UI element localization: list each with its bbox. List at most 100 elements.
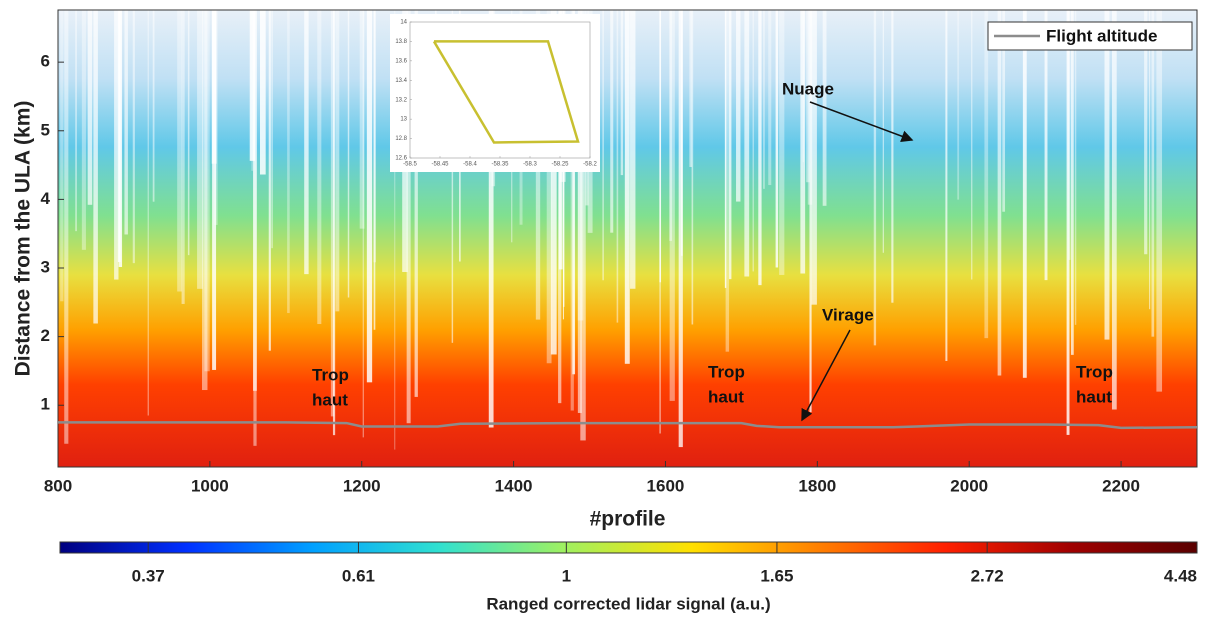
streak — [546, 10, 552, 364]
streak — [736, 10, 741, 202]
colorbar-tick-label: 0.61 — [342, 566, 375, 585]
streak — [1111, 10, 1117, 410]
inset-y-tick-label: 12.8 — [395, 136, 407, 142]
streak — [332, 10, 336, 436]
streak — [197, 10, 203, 289]
streak — [811, 10, 817, 305]
streak — [1149, 10, 1151, 310]
streak — [1022, 10, 1027, 378]
annotation: haut — [1076, 387, 1112, 406]
inset-x-tick-label: -58.45 — [431, 162, 449, 168]
streak — [763, 10, 765, 189]
streak — [64, 10, 69, 444]
streak — [147, 10, 149, 416]
annotation-arrow — [809, 101, 914, 142]
x-tick-label: 2200 — [1102, 476, 1140, 495]
inset-x-tick-label: -58.5 — [403, 162, 417, 168]
streak — [724, 10, 727, 288]
streak — [678, 10, 683, 448]
streak — [984, 10, 989, 339]
inset-x-tick-label: -58.25 — [551, 162, 569, 168]
streak — [580, 10, 586, 441]
streak — [807, 10, 813, 205]
streak — [366, 10, 373, 383]
streak — [624, 10, 630, 364]
annotation: Nuage — [782, 79, 834, 98]
x-tick-label: 1800 — [798, 476, 836, 495]
y-tick-label: 6 — [41, 52, 50, 71]
inset-background — [390, 14, 600, 172]
streak — [620, 10, 624, 176]
colorbar-tick-label: 2.72 — [971, 566, 1004, 585]
streak — [330, 10, 335, 417]
streak — [728, 10, 732, 280]
streak — [187, 10, 190, 256]
x-tick-label: 800 — [44, 476, 72, 495]
streak — [809, 10, 812, 413]
streak — [806, 10, 810, 183]
streak — [124, 10, 128, 235]
streak — [630, 10, 636, 289]
streak — [75, 10, 77, 232]
y-tick-label: 5 — [41, 120, 50, 139]
y-tick-label: 4 — [41, 189, 51, 208]
streak — [659, 10, 661, 434]
streak — [669, 10, 675, 401]
streak — [414, 10, 418, 397]
plot-frame — [57, 9, 1198, 468]
streak — [689, 10, 693, 167]
streak — [725, 10, 730, 352]
inset-x-tick-label: -58.4 — [463, 162, 477, 168]
streak — [577, 10, 582, 413]
streak — [882, 10, 884, 253]
streak — [117, 10, 121, 263]
inset-x-tick-label: -58.2 — [583, 162, 597, 168]
annotation: Trop — [1076, 362, 1113, 381]
streak — [259, 10, 266, 175]
streak — [1068, 10, 1071, 260]
inset-y-tick-label: 13 — [400, 117, 407, 123]
x-tick-label: 1000 — [191, 476, 229, 495]
x-tick-label: 1400 — [495, 476, 533, 495]
annotation: Trop — [312, 365, 349, 384]
streak — [177, 10, 182, 292]
streak — [572, 10, 576, 375]
inset-y-tick-label: 13.2 — [395, 97, 407, 103]
annotation: haut — [312, 390, 348, 409]
y-tick-label: 3 — [41, 257, 50, 276]
streak — [1044, 10, 1048, 281]
streak — [1151, 10, 1155, 337]
x-tick-label: 2000 — [950, 476, 988, 495]
streak — [249, 10, 255, 161]
streak — [997, 10, 1002, 376]
inset-y-tick-label: 13.4 — [395, 78, 407, 84]
y-tick-label: 1 — [41, 395, 50, 414]
streak — [779, 10, 785, 275]
streak — [87, 10, 93, 205]
colorbar-tick-label: 4.48 — [1164, 566, 1197, 585]
streak — [602, 10, 604, 281]
streak — [488, 10, 494, 428]
streak — [201, 10, 208, 391]
annotation-arrow — [801, 329, 851, 422]
streak — [945, 10, 948, 361]
streak — [347, 10, 350, 298]
inset-y-tick-label: 12.6 — [395, 156, 407, 162]
colorbar-tick-label: 0.37 — [132, 566, 165, 585]
streak — [800, 10, 806, 274]
streak — [359, 10, 365, 229]
x-axis-label: #profile — [590, 508, 666, 531]
annotation: Virage — [822, 305, 874, 324]
streak — [394, 10, 396, 450]
streak — [873, 10, 877, 346]
streak — [891, 10, 894, 303]
streak — [212, 10, 217, 370]
streak — [1070, 10, 1074, 355]
streak — [802, 10, 804, 163]
streak — [373, 10, 376, 330]
colorbar-tick-label: 1 — [562, 566, 571, 585]
streak — [768, 10, 772, 186]
streak — [550, 10, 557, 355]
streak — [758, 10, 762, 286]
